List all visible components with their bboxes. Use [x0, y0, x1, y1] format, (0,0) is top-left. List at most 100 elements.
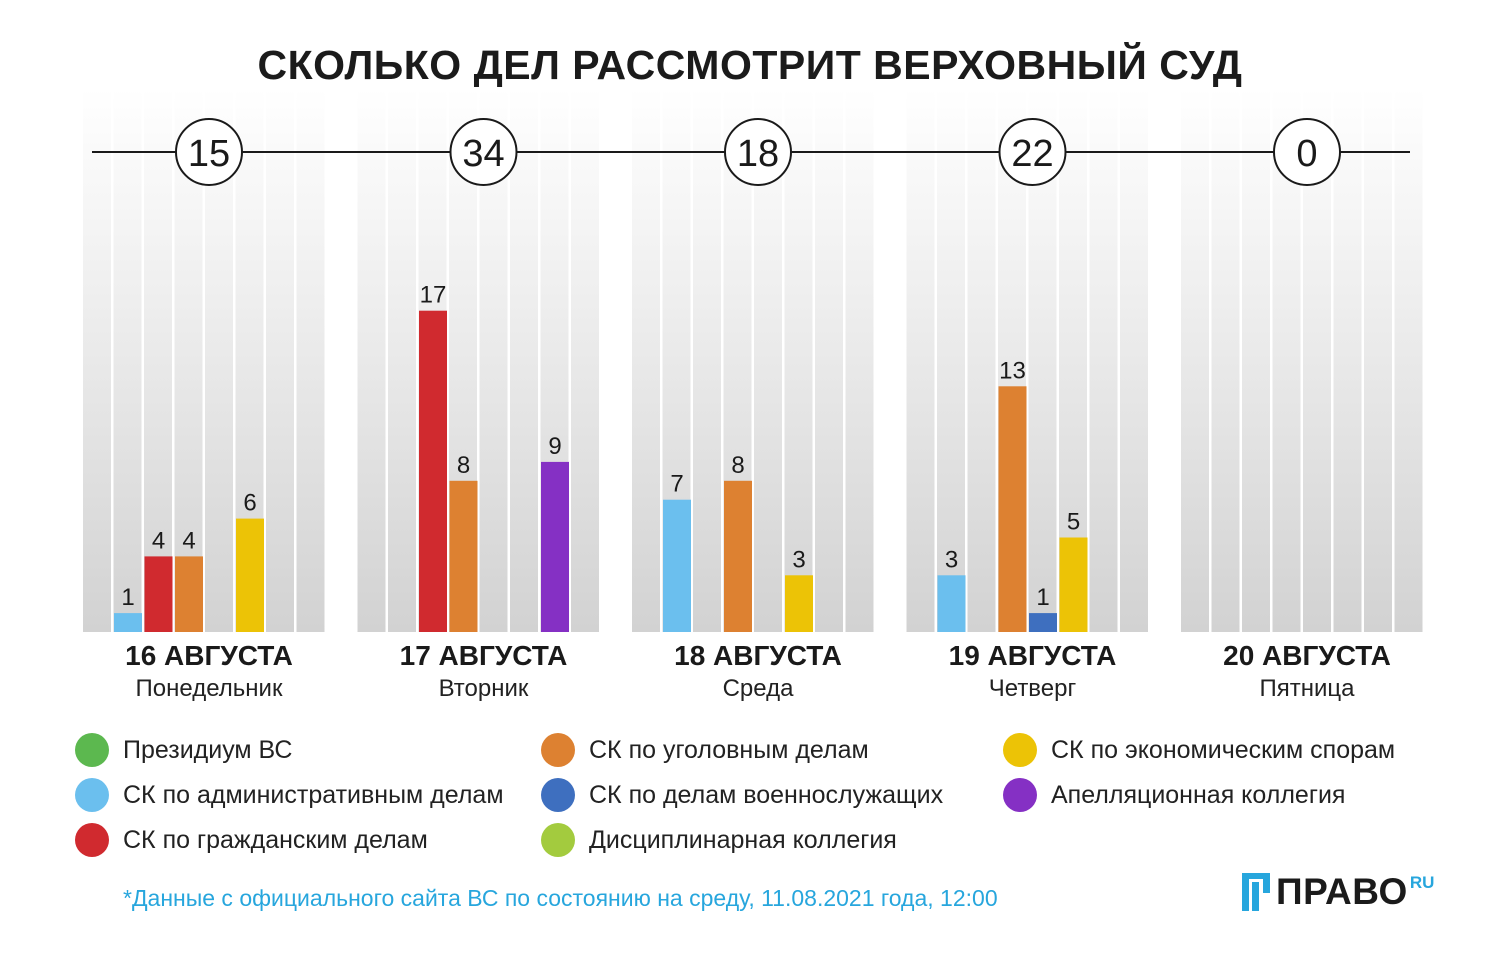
- background-stripe: [1181, 88, 1209, 632]
- bar-value-label: 4: [182, 527, 195, 554]
- background-stripe: [510, 88, 538, 632]
- total-value: 18: [737, 133, 779, 175]
- legend-item: Президиум ВС: [75, 732, 292, 768]
- date-label: 16 АВГУСТА: [125, 640, 293, 671]
- legend: Президиум ВС СК по административным делам…: [75, 732, 1475, 862]
- bar: [1059, 537, 1088, 632]
- background-stripe: [144, 88, 172, 632]
- footnote: *Данные с официального сайта ВС по состо…: [123, 885, 998, 911]
- pravo-logo-icon: [1242, 873, 1270, 911]
- background-stripe: [1394, 88, 1423, 632]
- bar: [114, 613, 142, 632]
- bar: [236, 518, 264, 632]
- legend-swatch: [541, 733, 575, 767]
- background-stripe: [388, 88, 416, 632]
- legend-swatch: [1003, 733, 1037, 767]
- bar: [144, 556, 173, 632]
- background-stripe: [1120, 88, 1148, 632]
- bar-value-label: 6: [243, 490, 256, 517]
- weekday-label: Пятница: [1259, 675, 1355, 702]
- background-stripe: [906, 88, 935, 632]
- total-circle: [175, 118, 243, 186]
- legend-swatch: [75, 733, 109, 767]
- bar-value-label: 5: [1067, 509, 1080, 536]
- weekday-label: Среда: [722, 675, 794, 702]
- logo-text: ПРАВО: [1276, 871, 1408, 912]
- legend-label: СК по экономическим спорам: [1051, 735, 1396, 764]
- background-stripe: [784, 88, 813, 632]
- bar-value-label: 17: [420, 282, 447, 309]
- total-value: 0: [1296, 133, 1317, 175]
- logo: ПРАВО RU: [1242, 870, 1434, 914]
- bar-value-label: 4: [152, 527, 165, 554]
- legend-item: СК по делам военнослужащих: [541, 777, 943, 813]
- bar-value-label: 7: [670, 471, 683, 498]
- bar: [998, 386, 1027, 632]
- date-label: 18 АВГУСТА: [674, 640, 842, 671]
- date-label: 20 АВГУСТА: [1223, 640, 1391, 671]
- bar: [175, 556, 203, 632]
- bar: [419, 310, 447, 632]
- day-group: [1181, 88, 1423, 632]
- legend-item: Апелляционная коллегия: [1003, 777, 1345, 813]
- legend-item: СК по экономическим спорам: [1003, 732, 1395, 768]
- legend-label: Дисциплинарная коллегия: [589, 825, 897, 854]
- background-stripe: [1364, 88, 1392, 632]
- bar-value-label: 8: [457, 452, 470, 479]
- legend-swatch: [541, 823, 575, 857]
- legend-swatch: [75, 778, 109, 812]
- weekday-label: Понедельник: [135, 675, 283, 702]
- legend-label: Президиум ВС: [123, 735, 293, 764]
- legend-swatch: [75, 823, 109, 857]
- legend-label: СК по уголовным делам: [589, 735, 869, 764]
- date-label: 19 АВГУСТА: [948, 640, 1117, 671]
- bar: [541, 461, 569, 632]
- background-stripe: [1211, 88, 1240, 632]
- background-stripe: [632, 88, 660, 632]
- total-circle: [724, 118, 792, 186]
- legend-label: Апелляционная коллегия: [1051, 780, 1346, 809]
- bar-value-label: 3: [792, 546, 805, 573]
- legend-item: СК по административным делам: [75, 777, 504, 813]
- total-circle: [449, 118, 518, 186]
- legend-swatch: [541, 778, 575, 812]
- weekday-label: Вторник: [438, 675, 529, 702]
- background-stripe: [845, 88, 874, 632]
- background-stripe: [693, 88, 721, 632]
- background-stripe: [296, 88, 325, 632]
- total-circle: [1273, 118, 1341, 186]
- background-stripe: [815, 88, 843, 632]
- legend-item: СК по гражданским делам: [75, 822, 428, 858]
- bar: [724, 480, 752, 632]
- bar-value-label: 1: [1036, 584, 1049, 611]
- total-value: 22: [1011, 133, 1053, 175]
- legend-item: Дисциплинарная коллегия: [541, 822, 897, 858]
- background-stripe: [1333, 88, 1362, 632]
- total-value: 15: [188, 133, 230, 175]
- date-label: 17 АВГУСТА: [399, 640, 568, 671]
- logo-suffix: RU: [1409, 873, 1435, 892]
- background-stripe: [357, 88, 386, 632]
- bar: [1029, 613, 1057, 632]
- background-stripe: [1089, 88, 1118, 632]
- legend-label: СК по гражданским делам: [123, 825, 428, 854]
- background-stripe: [266, 88, 294, 632]
- bar: [937, 575, 966, 632]
- bar-value-label: 1: [121, 584, 134, 611]
- bar-value-label: 9: [548, 433, 561, 460]
- bar: [663, 499, 691, 632]
- background-stripe: [1242, 88, 1270, 632]
- background-stripe: [113, 88, 142, 632]
- background-stripe: [937, 88, 965, 632]
- total-value: 34: [462, 133, 504, 175]
- legend-swatch: [1003, 778, 1037, 812]
- legend-label: СК по административным делам: [123, 780, 504, 809]
- total-circles: 15 34 18 22 0: [175, 118, 1341, 186]
- background-stripe: [83, 88, 111, 632]
- weekday-label: Четверг: [988, 675, 1077, 702]
- bar-value-label: 3: [945, 546, 958, 573]
- bar-value-label: 8: [731, 452, 744, 479]
- bar-value-label: 13: [999, 357, 1026, 384]
- background-stripe: [967, 88, 996, 632]
